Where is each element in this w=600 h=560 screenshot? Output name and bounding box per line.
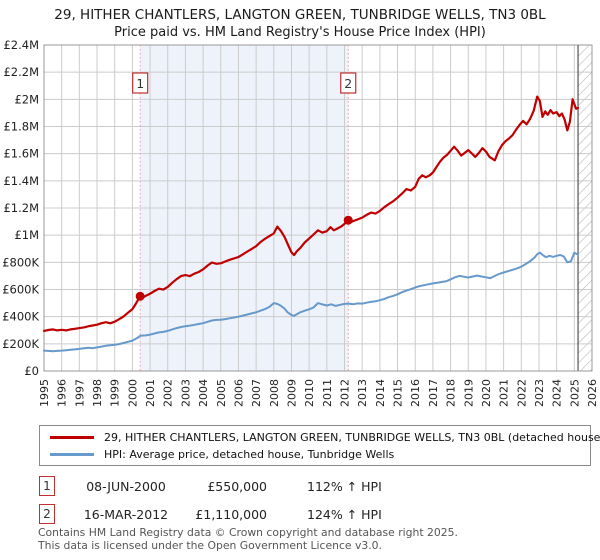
svg-text:£1.4M: £1.4M: [3, 174, 39, 188]
svg-text:2009: 2009: [285, 379, 298, 407]
hpi-line: [43, 251, 579, 353]
svg-text:2023: 2023: [533, 379, 546, 407]
svg-text:£0: £0: [24, 364, 39, 378]
svg-text:2011: 2011: [321, 379, 334, 407]
svg-text:£400K: £400K: [2, 310, 39, 324]
sale-2-date: 16-MAR-2012: [83, 506, 169, 522]
sale-row-1: 1 08-JUN-2000 £550,000 112% ↑ HPI: [39, 476, 593, 496]
footer-line-2: This data is licensed under the Open Gov…: [38, 538, 382, 552]
svg-text:1999: 1999: [109, 379, 122, 407]
svg-text:£1.2M: £1.2M: [3, 201, 39, 215]
svg-text:2013: 2013: [356, 379, 369, 407]
svg-text:2008: 2008: [268, 379, 281, 407]
svg-text:£1.8M: £1.8M: [3, 120, 39, 134]
hpi-line-swatch: [50, 452, 94, 456]
svg-text:2002: 2002: [162, 379, 175, 407]
svg-text:£2.2M: £2.2M: [3, 65, 39, 79]
svg-text:2022: 2022: [515, 379, 528, 407]
sale-1-marker-badge: 1: [39, 476, 55, 496]
svg-text:2: 2: [344, 76, 352, 91]
svg-text:£1M: £1M: [14, 228, 39, 242]
svg-text:1997: 1997: [73, 379, 86, 407]
svg-text:2001: 2001: [144, 379, 157, 407]
license-footer: Contains HM Land Registry data © Crown c…: [38, 526, 458, 553]
svg-text:1995: 1995: [38, 379, 51, 407]
svg-text:1: 1: [136, 76, 144, 91]
page-title-address: 29, HITHER CHANTLERS, LANGTON GREEN, TUN…: [54, 7, 546, 23]
svg-text:2003: 2003: [179, 379, 192, 407]
svg-text:2026: 2026: [586, 379, 599, 407]
legend-label-property: 29, HITHER CHANTLERS, LANGTON GREEN, TUN…: [104, 430, 600, 444]
sale-row-2: 2 16-MAR-2012 £1,110,000 124% ↑ HPI: [39, 504, 593, 524]
svg-text:2021: 2021: [498, 379, 511, 407]
sale-1-price: £550,000: [207, 478, 267, 494]
plot-border: [43, 44, 593, 372]
svg-text:2015: 2015: [392, 379, 405, 407]
sale-1-hpi-delta: 112% ↑ HPI: [307, 478, 382, 494]
svg-text:2012: 2012: [339, 379, 352, 407]
footer-line-1: Contains HM Land Registry data © Crown c…: [38, 526, 458, 539]
svg-text:2000: 2000: [126, 379, 139, 407]
svg-text:2006: 2006: [232, 379, 245, 407]
sale-2-hpi-delta: 124% ↑ HPI: [307, 506, 382, 522]
chart-title: 29, HITHER CHANTLERS, LANGTON GREEN, TUN…: [0, 6, 600, 42]
svg-text:2019: 2019: [462, 379, 475, 407]
svg-text:2018: 2018: [445, 379, 458, 407]
svg-text:£200K: £200K: [2, 337, 39, 351]
chart-legend: 29, HITHER CHANTLERS, LANGTON GREEN, TUN…: [39, 425, 600, 466]
page-title-subtitle: Price paid vs. HM Land Registry's House …: [114, 25, 486, 41]
legend-label-hpi: HPI: Average price, detached house, Tunb…: [104, 447, 395, 461]
svg-text:£600K: £600K: [2, 283, 39, 297]
price-chart-plot: 1 2£0£200K£400K£600K£800K£1M£1.2M£1.4M£1.…: [2, 40, 599, 407]
sale-2-price: £1,110,000: [195, 506, 267, 522]
svg-text:2024: 2024: [551, 379, 564, 407]
svg-text:2014: 2014: [374, 379, 387, 407]
svg-text:2010: 2010: [303, 379, 316, 407]
svg-text:2016: 2016: [409, 379, 422, 407]
svg-text:2007: 2007: [250, 379, 263, 407]
svg-text:2025: 2025: [568, 379, 581, 407]
svg-text:1998: 1998: [91, 379, 104, 407]
legend-item-property: 29, HITHER CHANTLERS, LANGTON GREEN, TUN…: [50, 431, 600, 444]
x-axis-tick-labels: 1995 1996 1997 1998 1999 2000 2001 2002 2003 2004…: [38, 379, 599, 407]
svg-text:£2.4M: £2.4M: [3, 40, 39, 52]
svg-text:£2M: £2M: [14, 92, 39, 106]
svg-text:2005: 2005: [215, 379, 228, 407]
svg-text:1996: 1996: [56, 379, 69, 407]
sale-1-date: 08-JUN-2000: [86, 478, 166, 494]
svg-text:£800K: £800K: [2, 255, 39, 269]
legend-item-hpi: HPI: Average price, detached house, Tunb…: [50, 448, 590, 461]
svg-text:2004: 2004: [197, 379, 210, 407]
svg-text:£1.6M: £1.6M: [3, 147, 39, 161]
sale-2-marker-badge: 2: [39, 504, 55, 524]
sale-point-dots: [135, 215, 353, 301]
svg-text:2020: 2020: [480, 379, 493, 407]
svg-text:2017: 2017: [427, 379, 440, 407]
property-line-swatch: [50, 435, 94, 439]
y-axis-tick-labels: £0 £200K £400K £600K £800K £1M £1.2M £1.4M £1.6M…: [2, 40, 39, 378]
